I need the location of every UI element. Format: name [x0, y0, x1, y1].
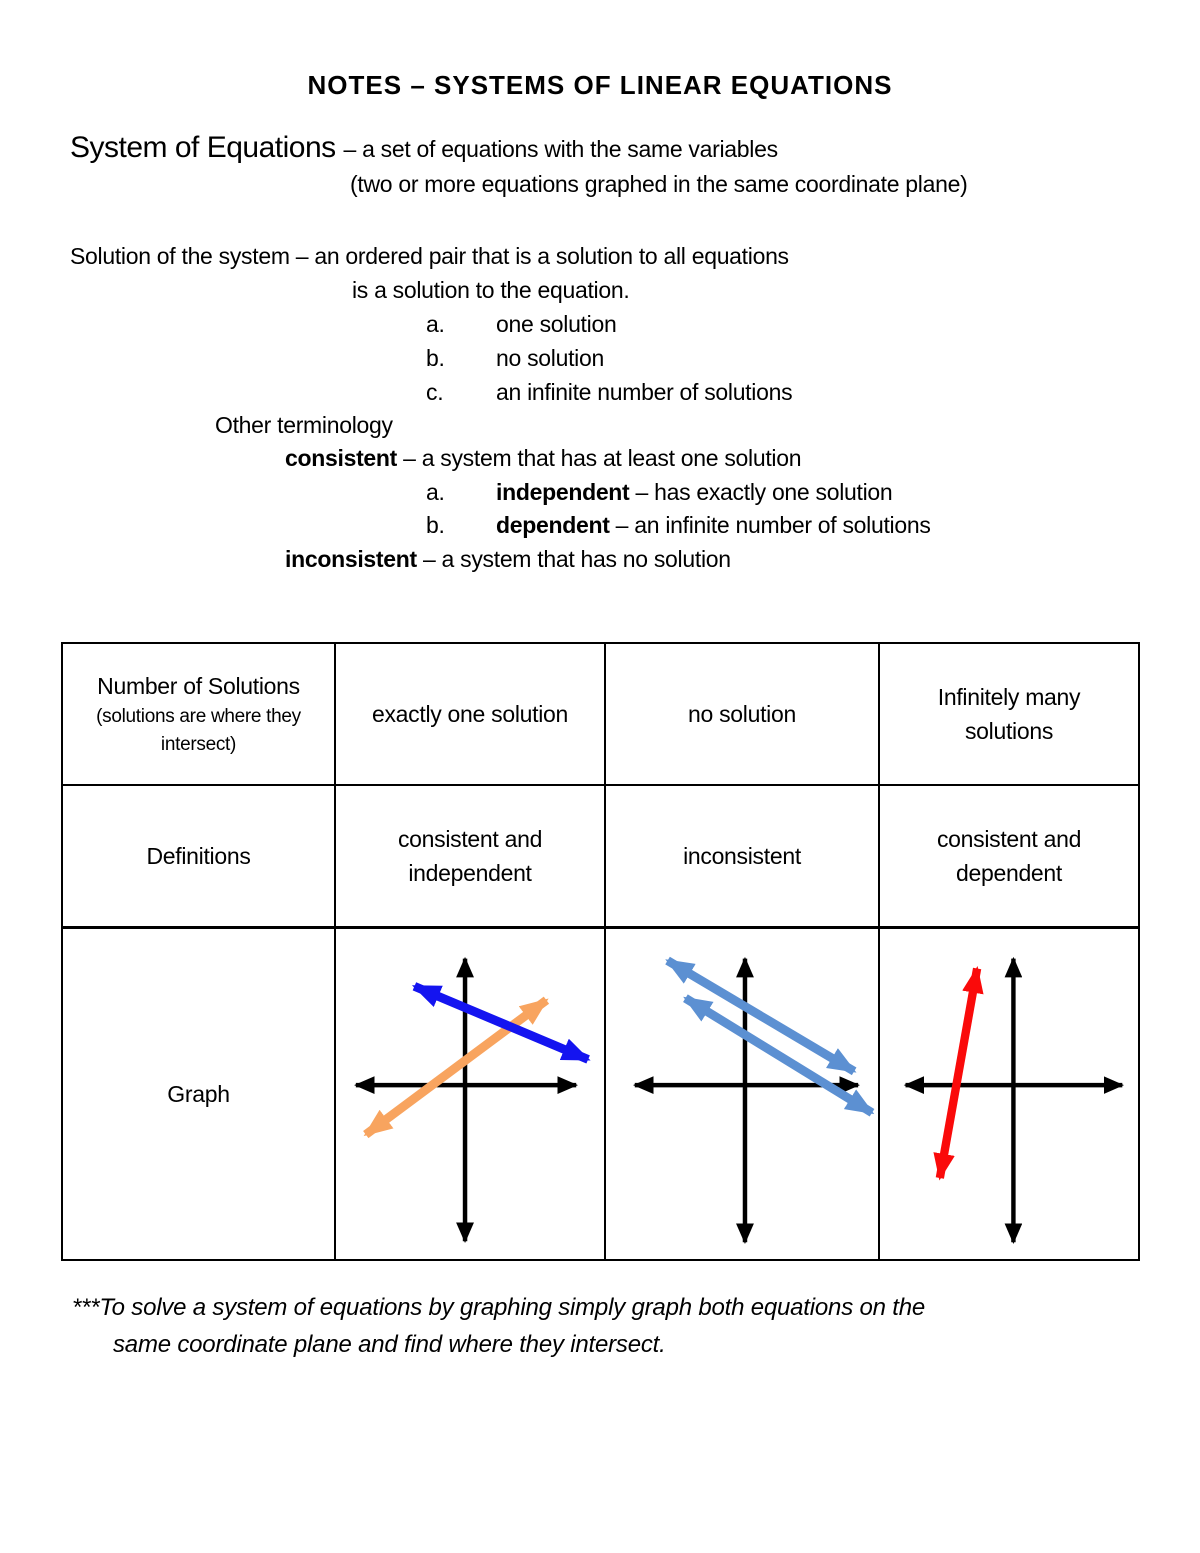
consistent-line: consistent – a system that has at least …: [285, 445, 802, 472]
item-text: an infinite number of solutions: [496, 379, 793, 405]
parallel-line-upper: [665, 956, 857, 1076]
table-header-number-of-solutions: Number of Solutions (solutions are where…: [63, 644, 334, 784]
item-text: one solution: [496, 311, 617, 337]
cell-inconsistent: inconsistent: [604, 784, 878, 926]
graph-one-solution-cell: [334, 926, 604, 1259]
inconsistent-text: – a system that has no solution: [416, 546, 731, 572]
red-line: [933, 966, 984, 1181]
inconsistent-term: inconsistent: [285, 546, 417, 572]
solution-item-a: a. one solution: [426, 311, 617, 338]
cell-text: consistent and dependent: [936, 826, 1082, 886]
cell-exactly-one-solution: exactly one solution: [334, 644, 604, 784]
solution-definition-line1: Solution of the system – an ordered pair…: [70, 243, 789, 269]
header-subtitle: (solutions are where they intersect): [96, 706, 301, 755]
system-definition: – a set of equations with the same varia…: [343, 136, 778, 162]
cell-infinitely-many: Infinitely many solutions: [878, 644, 1138, 784]
system-note: (two or more equations graphed in the sa…: [350, 171, 968, 197]
table-header-definitions: Definitions: [63, 784, 334, 926]
cell-no-solution: no solution: [604, 644, 878, 784]
orange-line: [363, 996, 550, 1139]
independent-term: independent: [496, 479, 630, 505]
independent-text: – has exactly one solution: [629, 479, 893, 505]
solution-item-c: c. an infinite number of solutions: [426, 379, 793, 406]
parallel-line-lower: [683, 994, 875, 1117]
system-definition-line: System of Equations – a set of equations…: [70, 131, 778, 165]
solutions-table: Number of Solutions (solutions are where…: [61, 642, 1140, 1261]
blue-line: [411, 982, 591, 1064]
graph-no-solution-cell: [604, 926, 878, 1259]
cell-text: consistent and independent: [397, 826, 543, 886]
footer-note-line1: ***To solve a system of equations by gra…: [72, 1294, 925, 1321]
dependent-line: b. dependent – an infinite number of solu…: [426, 512, 931, 539]
cell-consistent-independent: consistent and independent: [334, 784, 604, 926]
inconsistent-line: inconsistent – a system that has no solu…: [285, 546, 731, 573]
item-label: b.: [426, 512, 445, 538]
solution-item-b: b. no solution: [426, 345, 604, 372]
dependent-text: – an infinite number of solutions: [609, 512, 931, 538]
item-label: c.: [426, 379, 444, 405]
consistent-text: – a system that has at least one solutio…: [397, 445, 802, 471]
no-solution-graph: [633, 956, 875, 1244]
footer-note-line2: same coordinate plane and find where the…: [113, 1331, 666, 1358]
page-title: NOTES – SYSTEMS OF LINEAR EQUATIONS: [307, 70, 893, 100]
table-header-graph: Graph: [63, 926, 334, 1259]
dependent-term: dependent: [496, 512, 610, 538]
item-label: b.: [426, 345, 445, 371]
solution-definition-line2: is a solution to the equation.: [352, 277, 630, 303]
infinite-solutions-graph: [903, 956, 1125, 1244]
cell-consistent-dependent: consistent and dependent: [878, 784, 1138, 926]
system-heading: System of Equations: [70, 131, 344, 164]
item-label: a.: [426, 479, 445, 505]
one-solution-graph: [354, 956, 591, 1243]
item-text: no solution: [496, 345, 604, 371]
cell-text: Infinitely many solutions: [937, 684, 1081, 744]
terminology-heading: Other terminology: [215, 412, 393, 438]
independent-line: a. independent – has exactly one solution: [426, 479, 893, 506]
graph-infinite-solutions-cell: [878, 926, 1138, 1259]
header-title: Number of Solutions: [97, 673, 300, 699]
item-label: a.: [426, 311, 445, 337]
consistent-term: consistent: [285, 445, 398, 471]
